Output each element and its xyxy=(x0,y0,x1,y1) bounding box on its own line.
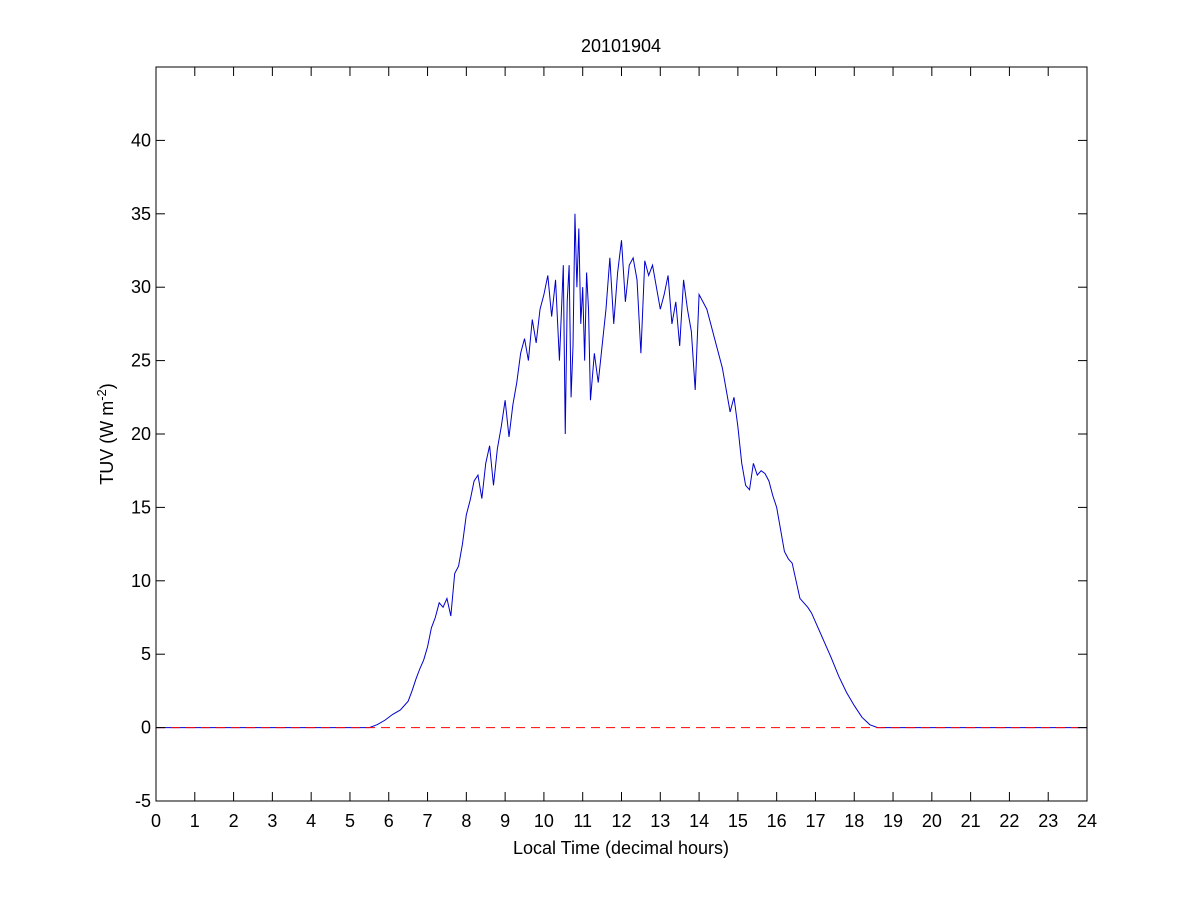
x-tick-label: 0 xyxy=(151,811,161,831)
y-tick-label: 10 xyxy=(131,571,151,591)
y-tick-label: -5 xyxy=(135,791,151,811)
x-tick-label: 13 xyxy=(650,811,670,831)
x-tick-label: 12 xyxy=(611,811,631,831)
x-tick-label: 5 xyxy=(345,811,355,831)
y-axis-label: TUV (W m-2) xyxy=(94,383,117,485)
y-tick-label: 20 xyxy=(131,424,151,444)
x-tick-label: 19 xyxy=(883,811,903,831)
x-axis-label: Local Time (decimal hours) xyxy=(513,838,729,858)
y-tick-label: 35 xyxy=(131,204,151,224)
x-tick-label: 10 xyxy=(534,811,554,831)
plot-frame xyxy=(155,66,1088,802)
x-tick-label: 22 xyxy=(999,811,1019,831)
y-axis-label-close: ) xyxy=(97,383,117,389)
chart-title: 20101904 xyxy=(581,36,661,56)
x-tick-label: 21 xyxy=(961,811,981,831)
y-tick-label: 30 xyxy=(131,277,151,297)
x-tick-label: 18 xyxy=(844,811,864,831)
x-tick-label: 8 xyxy=(461,811,471,831)
x-tick-label: 11 xyxy=(573,811,592,831)
series-line-1 xyxy=(156,213,1087,729)
x-tick-label: 4 xyxy=(306,811,316,831)
series-layer xyxy=(156,213,1087,729)
ticks-layer: 0 1 2 3 4 5 6 7 8 9 10 11 12 13 14 15 16 17 18 19 20 21 22 23 24… xyxy=(131,67,1097,831)
x-tick-label: 1 xyxy=(190,811,200,831)
x-tick-label: 9 xyxy=(500,811,510,831)
x-tick-label: 15 xyxy=(728,811,748,831)
y-tick-label: 15 xyxy=(131,497,151,517)
x-tick-label: 2 xyxy=(229,811,239,831)
x-tick-label: 23 xyxy=(1038,811,1058,831)
y-tick-label: 40 xyxy=(131,130,151,150)
x-tick-label: 16 xyxy=(767,811,787,831)
x-tick-label: 17 xyxy=(805,811,825,831)
y-tick-label: 25 xyxy=(131,351,151,371)
x-tick-label: 3 xyxy=(267,811,277,831)
x-tick-label: 14 xyxy=(689,811,709,831)
x-tick-label: 6 xyxy=(384,811,394,831)
y-tick-label: 0 xyxy=(141,718,151,738)
y-axis-label-exponent: -2 xyxy=(94,389,109,401)
x-tick-label: 24 xyxy=(1077,811,1097,831)
x-tick-label: 20 xyxy=(922,811,942,831)
y-axis-label-main: TUV (W m xyxy=(97,401,117,485)
plot-area xyxy=(156,67,1087,801)
y-tick-label: 5 xyxy=(141,644,151,664)
x-tick-label: 7 xyxy=(423,811,433,831)
